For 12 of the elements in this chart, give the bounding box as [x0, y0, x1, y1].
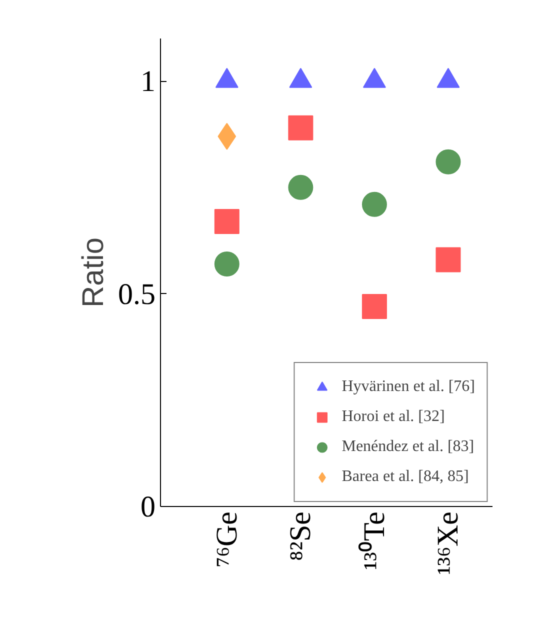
legend-label: Hyvärinen et al. [76]: [342, 378, 475, 396]
y-axis-title: Ratio: [77, 237, 110, 308]
y-tick-label: 1: [140, 65, 156, 98]
legend-label: Menéndez et al. [83]: [342, 438, 474, 456]
x-tick-label: ⁸²Se: [284, 512, 318, 561]
legend-label: Horoi et al. [32]: [342, 408, 445, 426]
y-tick-label: 0: [140, 490, 156, 524]
y-tick-label: 0.5: [118, 278, 156, 311]
x-tick-label: ¹³⁶Xe: [432, 511, 465, 575]
x-tick-label: ¹³⁰Te: [358, 511, 391, 570]
legend-label: Barea et al. [84, 85]: [342, 468, 469, 486]
x-tick-label: ⁷⁶Ge: [210, 511, 244, 568]
